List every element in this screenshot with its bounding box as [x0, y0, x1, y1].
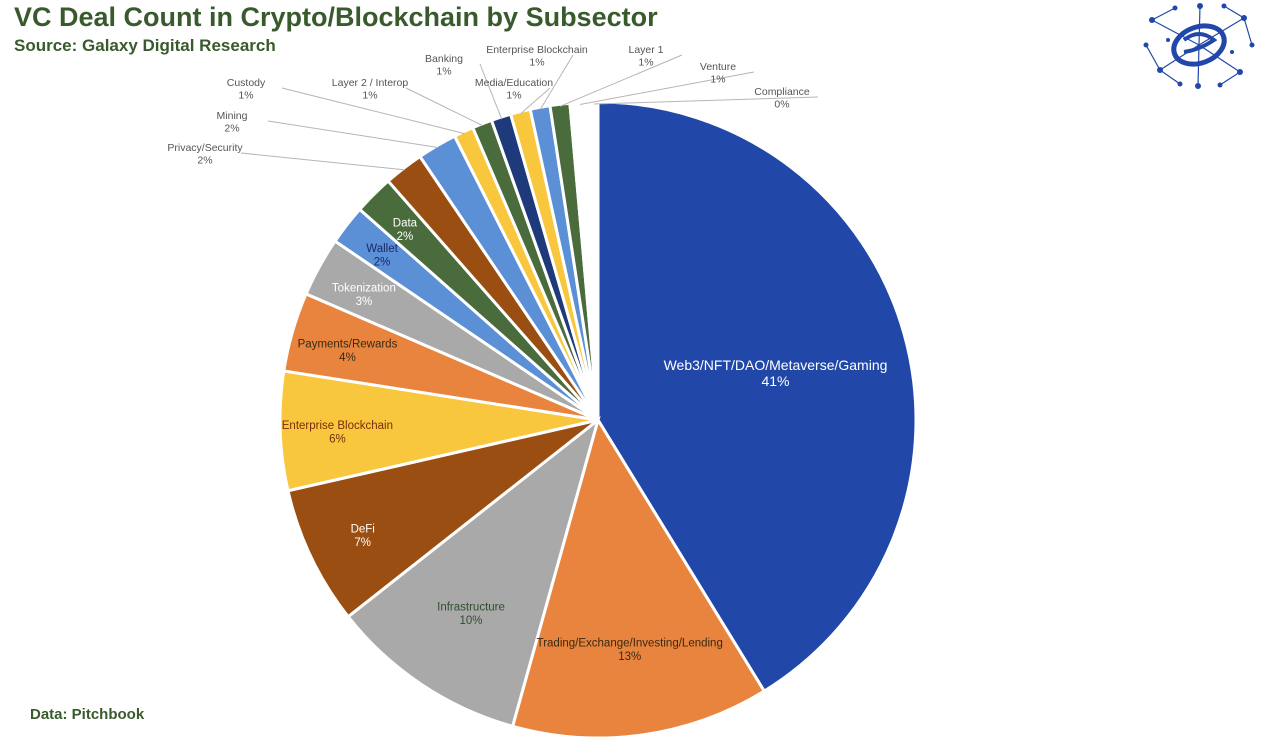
- leader-line-banking: [479, 63, 503, 120]
- leader-line-mining: [267, 120, 439, 149]
- slice-callout-venture: Venture 1%: [700, 61, 736, 86]
- slice-callout-mining: Mining 2%: [217, 110, 248, 135]
- slice-callout-layer-1: Layer 1 1%: [628, 44, 663, 69]
- leader-line-custody: [281, 87, 465, 135]
- slice-label-trading-exchange-investing-lending: Trading/Exchange/Investing/Lending 13%: [537, 638, 723, 664]
- leader-line-layer-2-interop: [405, 87, 484, 127]
- slice-callout-layer-2-interop: Layer 2 / Interop 1%: [332, 77, 409, 102]
- leader-line-layer-1: [559, 54, 683, 107]
- slice-callout-banking: Banking 1%: [425, 53, 463, 78]
- slice-label-tokenization: Tokenization 3%: [332, 282, 396, 308]
- pie-slice-defi-3: [286, 418, 599, 619]
- leader-line-privacy-security: [240, 152, 405, 171]
- leader-line-enterprise-blockchain: [539, 54, 574, 110]
- leader-line-compliance: [593, 96, 819, 105]
- data-source-note: Data: Pitchbook: [30, 706, 145, 723]
- slice-label-infrastructure: Infrastructure 10%: [437, 602, 505, 628]
- slice-callout-privacy-security: Privacy/Security 2%: [167, 142, 243, 167]
- leader-line-media-education: [520, 87, 551, 114]
- galaxy-network-logo-icon: [1143, 3, 1255, 89]
- slice-callout-compliance: Compliance 0%: [754, 86, 810, 111]
- slice-label-defi: DeFi 7%: [351, 523, 375, 549]
- slice-callout-custody: Custody 1%: [227, 77, 266, 102]
- slice-label-data: Data 2%: [393, 217, 418, 243]
- pie-slice-infrastructure-2: [346, 415, 601, 729]
- chart-subtitle: Source: Galaxy Digital Research: [14, 36, 276, 55]
- chart-title: VC Deal Count in Crypto/Blockchain by Su…: [14, 2, 658, 32]
- pie-slice-trading-exchange-investing-lending-1: [510, 416, 767, 740]
- slice-label-wallet: Wallet 2%: [366, 243, 398, 268]
- pie-slice-enterprise-blockchain-4: [278, 369, 599, 493]
- slice-callout-media-education: Media/Education 1%: [475, 77, 553, 102]
- pie-slice-web3-nft-dao-metaverse-gaming-0: [596, 100, 918, 694]
- slice-label-enterprise-blockchain: Enterprise Blockchain 6%: [282, 420, 393, 446]
- slice-callout-enterprise-blockchain: Enterprise Blockchain 1%: [486, 44, 588, 69]
- slice-label-payments-rewards: Payments/Rewards 4%: [298, 339, 398, 365]
- slice-label-web3-nft-dao-metaverse-gaming: Web3/NFT/DAO/Metaverse/Gaming 41%: [664, 357, 888, 389]
- leader-line-venture: [579, 71, 755, 106]
